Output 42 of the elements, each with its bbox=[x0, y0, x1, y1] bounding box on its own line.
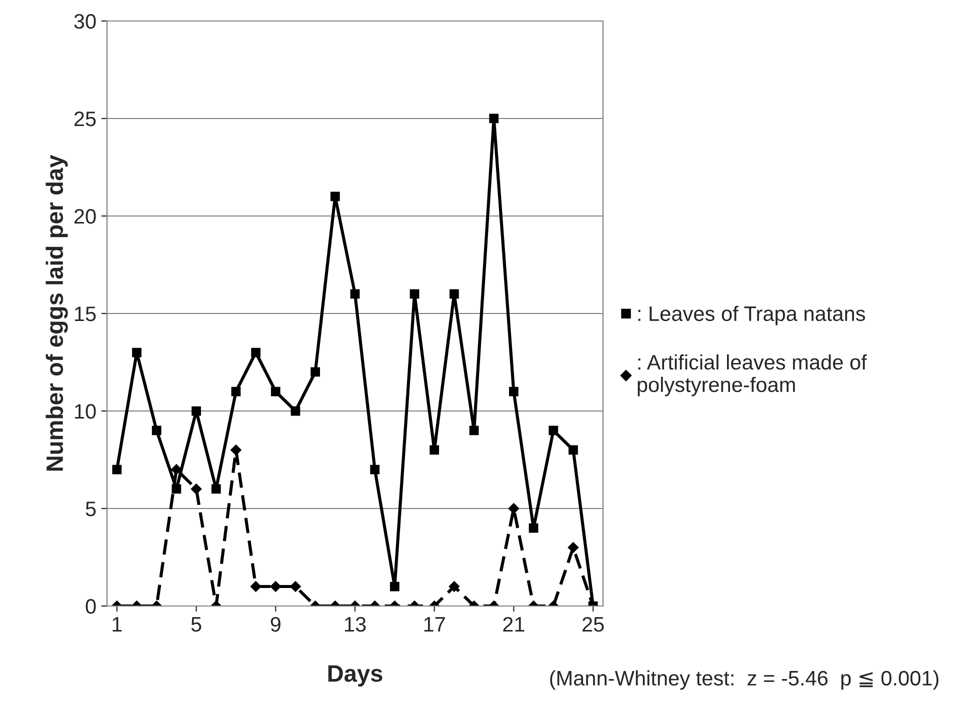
point bbox=[270, 386, 280, 396]
point bbox=[231, 386, 241, 396]
point bbox=[211, 484, 221, 494]
point bbox=[310, 367, 320, 377]
point bbox=[230, 444, 242, 456]
point bbox=[548, 426, 558, 436]
point bbox=[568, 445, 578, 455]
x-tick-label: 13 bbox=[345, 616, 366, 632]
legend-label: : Leaves of Trapa natans bbox=[638, 306, 866, 326]
y-tick-label: 0 bbox=[86, 599, 96, 614]
point bbox=[469, 426, 479, 436]
x-tick-label: 25 bbox=[582, 616, 604, 632]
point bbox=[509, 386, 518, 396]
legend-label: : Artificial leaves made of polystyrene-foam bbox=[638, 354, 867, 396]
y-axis-title: Number of eggs laid per day bbox=[46, 154, 68, 471]
y-tick-label: 25 bbox=[74, 112, 96, 126]
point bbox=[508, 503, 520, 514]
point bbox=[171, 464, 182, 475]
point bbox=[370, 464, 380, 474]
x-tick-label: 5 bbox=[191, 617, 202, 632]
point bbox=[251, 348, 260, 358]
x-tick-label: 1 bbox=[112, 617, 122, 632]
point bbox=[410, 289, 420, 299]
x-tick-label: 9 bbox=[270, 616, 280, 632]
point bbox=[132, 348, 142, 358]
x-axis-title: Days bbox=[328, 665, 382, 687]
text: (Mann-Whitney test: z = -5.46 p ≦ 0.001) bbox=[550, 670, 938, 690]
x-tick-label: 17 bbox=[424, 617, 445, 632]
point bbox=[112, 464, 122, 474]
point bbox=[430, 445, 440, 455]
point bbox=[350, 289, 360, 299]
point bbox=[290, 406, 300, 416]
y-tick-label: 15 bbox=[75, 306, 96, 322]
y-tick-label: 5 bbox=[86, 502, 96, 516]
y-tick-label: 30 bbox=[74, 14, 96, 29]
point bbox=[190, 484, 202, 494]
y-tick-label: 10 bbox=[75, 404, 96, 419]
point bbox=[192, 406, 201, 416]
x-tick-label: 21 bbox=[503, 616, 524, 632]
point bbox=[152, 426, 162, 436]
y-tick-label: 20 bbox=[74, 209, 96, 224]
point bbox=[450, 289, 459, 299]
